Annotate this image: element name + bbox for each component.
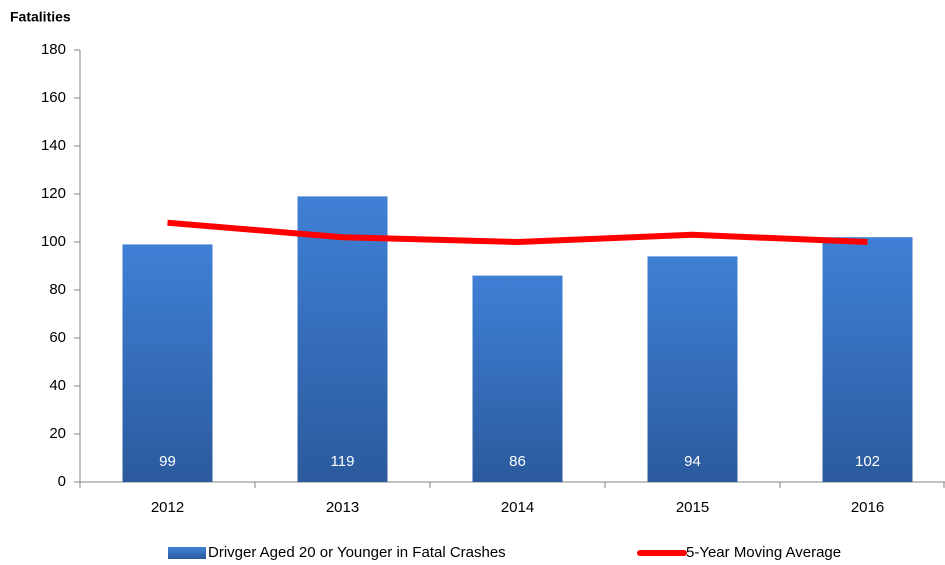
x-tick-label: 2013 <box>326 499 359 516</box>
y-tick-label: 60 <box>49 329 66 346</box>
legend-swatch <box>168 547 206 559</box>
y-tick-label: 180 <box>41 41 66 58</box>
y-tick-label: 40 <box>49 377 66 394</box>
line <box>167 219 868 245</box>
data-label: 119 <box>331 453 355 470</box>
x-tick-label: 2012 <box>151 499 184 516</box>
legend-label: Drivger Aged 20 or Younger in Fatal Cras… <box>208 544 506 561</box>
y-tick-label: 100 <box>41 233 66 250</box>
bar <box>122 244 213 482</box>
data-label: 86 <box>509 453 526 470</box>
bar <box>822 237 913 482</box>
y-tick-label: 120 <box>41 185 66 202</box>
data-label: 102 <box>855 453 880 470</box>
y-tick-label: 80 <box>49 281 66 298</box>
x-tick-label: 2016 <box>851 499 884 516</box>
data-label: 94 <box>684 453 701 470</box>
bar <box>472 275 563 482</box>
bar <box>297 196 388 482</box>
bar <box>647 256 738 482</box>
x-tick-label: 2014 <box>501 499 534 516</box>
y-tick-label: 140 <box>41 137 66 154</box>
y-tick-label: 0 <box>58 473 66 490</box>
legend-label: 5-Year Moving Average <box>686 544 841 561</box>
y-tick-label: 20 <box>49 425 66 442</box>
data-label: 99 <box>159 453 176 470</box>
y-tick-label: 160 <box>41 89 66 106</box>
x-tick-label: 2015 <box>676 499 709 516</box>
axis-title: Fatalities <box>10 9 71 25</box>
